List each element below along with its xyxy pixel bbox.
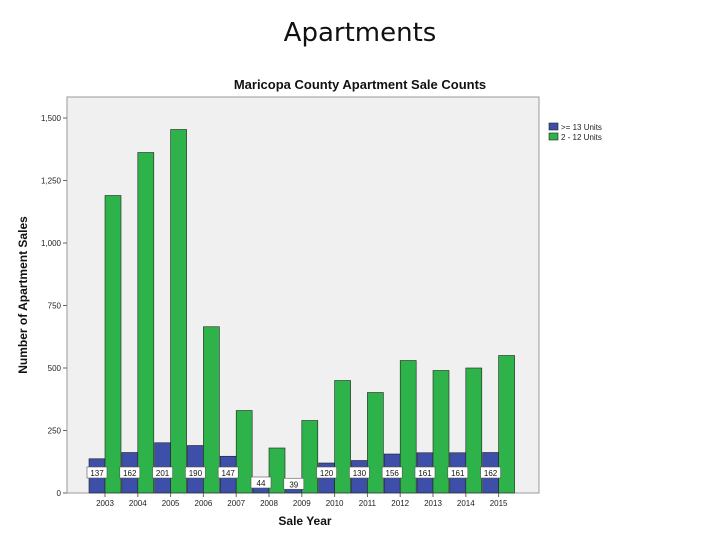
data-label: 162 — [123, 469, 137, 478]
data-labels: 137 162 201 190 147 44 39 120 130 156 161 161 162 — [86, 466, 501, 490]
legend-label: >= 13 Units — [561, 123, 602, 132]
bar-small-2005 — [170, 129, 187, 494]
bar-small-2013 — [432, 370, 450, 494]
bar-small-2006 — [203, 326, 220, 494]
data-label-box — [185, 466, 206, 479]
x-tick-label: 2009 — [293, 499, 311, 508]
data-label-box — [316, 466, 337, 479]
x-tick-label: 2014 — [457, 499, 475, 508]
data-label: 137 — [90, 469, 104, 478]
data-label: 39 — [289, 480, 298, 489]
data-label: 190 — [189, 469, 203, 478]
data-label-box — [414, 466, 436, 479]
x-axis: 2003 2004 2005 2006 2007 2008 2009 2010 2011 2012… — [96, 493, 508, 508]
bar-small-2004 — [137, 152, 155, 494]
bar-small-2009 — [301, 420, 319, 494]
x-tick-label: 2007 — [227, 499, 245, 508]
data-label: 130 — [353, 469, 367, 478]
slide-title: Apartments — [283, 18, 437, 48]
x-tick-label: 2013 — [424, 499, 442, 508]
bar-small-2014 — [465, 367, 483, 494]
bar-small-2011 — [367, 392, 384, 494]
data-label: 120 — [320, 469, 334, 478]
x-tick-label: 2005 — [162, 499, 180, 508]
data-label-box — [217, 466, 239, 479]
legend-swatch — [548, 122, 559, 131]
data-label: 162 — [484, 469, 498, 478]
data-label: 161 — [418, 469, 432, 478]
legend-swatch — [548, 132, 559, 141]
bar-small-2008 — [268, 447, 286, 494]
data-label: 147 — [222, 469, 236, 478]
x-tick-label: 2004 — [129, 499, 147, 508]
y-tick-label: 750 — [48, 302, 62, 311]
y-tick-label: 1,000 — [41, 239, 62, 248]
y-axis-label: Number of Apartment Sales — [16, 216, 30, 374]
y-tick-label: 1,250 — [41, 177, 62, 186]
x-tick-label: 2006 — [195, 499, 213, 508]
data-label-box — [86, 466, 108, 479]
data-label-box — [152, 466, 173, 479]
data-label-box — [250, 476, 272, 489]
x-tick-label: 2011 — [359, 499, 377, 508]
bar-small-2015 — [498, 355, 515, 494]
data-label-box — [283, 477, 305, 490]
bar-small-2012 — [399, 360, 417, 494]
data-label: 156 — [386, 469, 400, 478]
data-label-box — [480, 466, 501, 479]
bar-small-2007 — [235, 410, 253, 494]
y-tick-label: 500 — [48, 364, 62, 373]
data-label-box — [349, 466, 370, 479]
y-tick-label: 250 — [48, 427, 62, 436]
x-tick-label: 2008 — [260, 499, 278, 508]
bar-small-2003 — [104, 195, 122, 494]
y-axis: 0 250 500 750 1,000 1,250 1,500 — [41, 114, 67, 498]
y-tick-label: 1,500 — [41, 114, 62, 123]
legend-label: 2 - 12 Units — [561, 133, 602, 142]
chart-title: Maricopa County Apartment Sale Counts — [234, 77, 486, 92]
x-tick-label: 2010 — [326, 499, 344, 508]
data-label: 44 — [257, 479, 266, 488]
data-label: 201 — [156, 469, 170, 478]
data-label-box — [119, 466, 141, 479]
x-axis-label: Sale Year — [278, 514, 331, 528]
x-tick-label: 2012 — [391, 499, 409, 508]
bar-small-2010 — [334, 380, 351, 494]
data-label: 161 — [451, 469, 465, 478]
y-tick-label: 0 — [57, 489, 62, 498]
data-label-box — [447, 466, 469, 479]
data-label-box — [381, 466, 403, 479]
x-tick-label: 2003 — [96, 499, 114, 508]
x-tick-label: 2015 — [490, 499, 508, 508]
